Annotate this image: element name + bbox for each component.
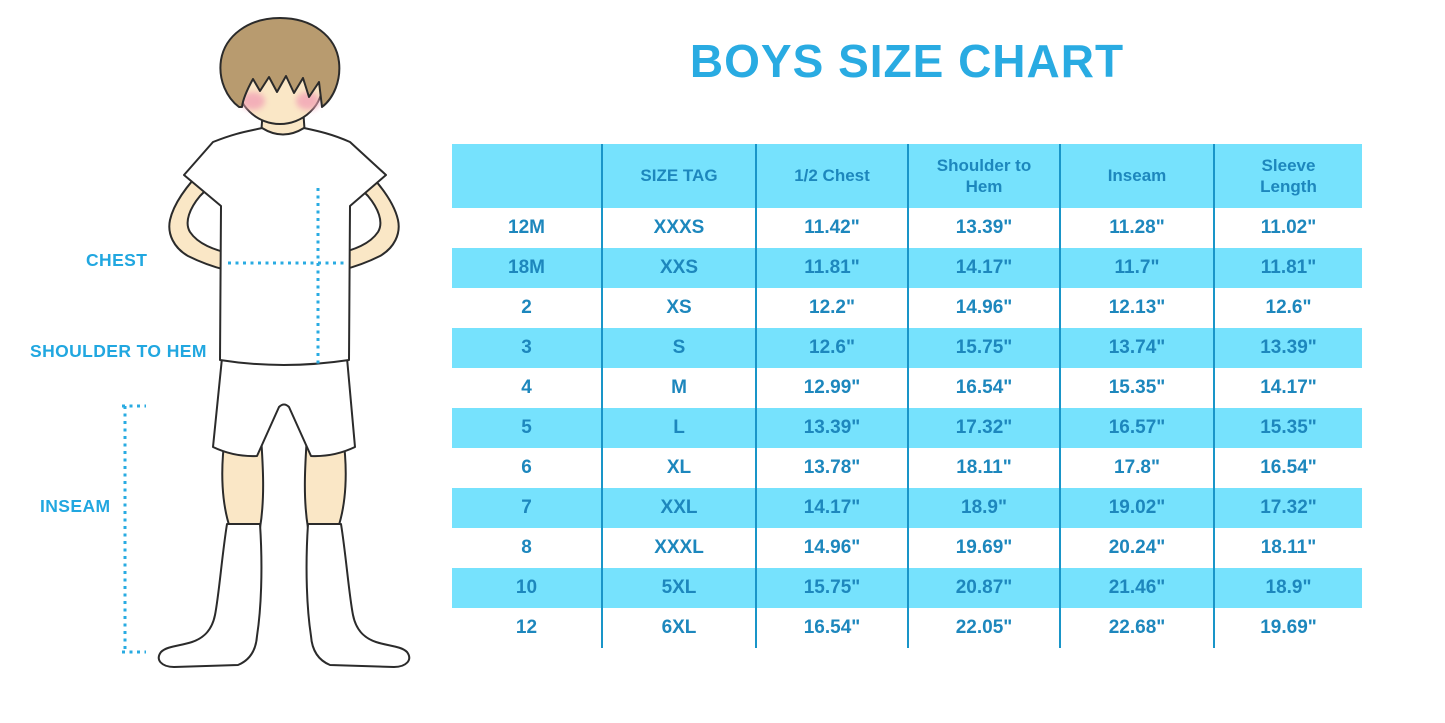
- table-cell: M: [601, 368, 756, 408]
- table-cell: 12.13": [1059, 288, 1214, 328]
- table-cell: 14.17": [907, 248, 1060, 288]
- header-cell-sleeve-length: Sleeve Length: [1213, 144, 1362, 208]
- boy-shorts: [212, 357, 356, 458]
- row-size-label: 8: [521, 537, 532, 558]
- boy-hair: [219, 17, 341, 108]
- table-cell: 12.6": [755, 328, 908, 368]
- table-row: 4 M 12.99" 16.54" 15.35" 14.17": [452, 368, 1362, 408]
- table-cell: 13.39": [755, 408, 908, 448]
- chest-label: CHEST: [86, 250, 148, 270]
- table-row: 12 6XL 16.54" 22.05" 22.68" 19.69": [452, 608, 1362, 648]
- row-size-label: 4: [521, 377, 532, 398]
- table-cell: 11.28": [1059, 208, 1214, 248]
- table-cell: 18.11": [1213, 528, 1362, 568]
- table-cell: 11.81": [755, 248, 908, 288]
- table-cell: 13.74": [1059, 328, 1214, 368]
- table-cell: 14.96": [755, 528, 908, 568]
- header-cell-size: [452, 144, 602, 208]
- table-row: 7 XXL 14.17" 18.9" 19.02" 17.32": [452, 488, 1362, 528]
- row-size-label: 2: [521, 297, 532, 318]
- header-cell-half-chest: 1/2 Chest: [755, 144, 908, 208]
- table-cell: XXL: [601, 488, 756, 528]
- table-cell: 11.42": [755, 208, 908, 248]
- page-title: BOYS SIZE CHART: [689, 35, 1125, 87]
- row-size-label: 5: [521, 417, 532, 438]
- table-cell: 5XL: [601, 568, 756, 608]
- boy-sock-right: [305, 523, 411, 668]
- boy-cheek-left: [241, 92, 265, 110]
- table-row: 6 XL 13.78" 18.11" 17.8" 16.54": [452, 448, 1362, 488]
- table-cell: XXXS: [601, 208, 756, 248]
- row-size-label: 12: [515, 617, 538, 638]
- row-size-label: 7: [521, 497, 532, 518]
- table-cell: 6XL: [601, 608, 756, 648]
- table-cell: 22.68": [1059, 608, 1214, 648]
- table-row: 12M XXXS 11.42" 13.39" 11.28" 11.02": [452, 208, 1362, 248]
- row-size-label: 6: [521, 457, 532, 478]
- table-cell: S: [601, 328, 756, 368]
- boy-tshirt: [183, 127, 387, 366]
- boy-sock-left: [157, 523, 263, 668]
- table-cell: 11.81": [1213, 248, 1362, 288]
- table-cell: 15.35": [1213, 408, 1362, 448]
- table-cell: 14.96": [907, 288, 1060, 328]
- table-cell: 21.46": [1059, 568, 1214, 608]
- table-cell: 19.69": [1213, 608, 1362, 648]
- table-cell: 12.2": [755, 288, 908, 328]
- table-cell: 19.02": [1059, 488, 1214, 528]
- table-cell: 18.11": [907, 448, 1060, 488]
- table-cell: XS: [601, 288, 756, 328]
- table-cell: 16.54": [1213, 448, 1362, 488]
- table-cell: XXS: [601, 248, 756, 288]
- header-cell-inseam: Inseam: [1059, 144, 1214, 208]
- table-header-row: SIZE TAG 1/2 Chest Shoulder to Hem Insea…: [452, 144, 1362, 208]
- row-size-label: 3: [521, 337, 532, 358]
- inseam-label: INSEAM: [40, 496, 111, 516]
- table-cell: 12.6": [1213, 288, 1362, 328]
- table-cell: 17.8": [1059, 448, 1214, 488]
- table-cell: 13.39": [907, 208, 1060, 248]
- table-cell: 18.9": [907, 488, 1060, 528]
- table-cell: 15.35": [1059, 368, 1214, 408]
- table-cell: 15.75": [907, 328, 1060, 368]
- table-cell: 20.24": [1059, 528, 1214, 568]
- table-cell: 16.54": [907, 368, 1060, 408]
- row-size-label: 12M: [508, 217, 545, 238]
- table-row: 8 XXXL 14.96" 19.69" 20.24" 18.11": [452, 528, 1362, 568]
- size-table: SIZE TAG 1/2 Chest Shoulder to Hem Insea…: [452, 144, 1362, 648]
- table-cell: 13.39": [1213, 328, 1362, 368]
- table-cell: XL: [601, 448, 756, 488]
- table-cell: L: [601, 408, 756, 448]
- table-cell: 14.17": [1213, 368, 1362, 408]
- boy-arm-left: [168, 165, 233, 271]
- table-row: 5 L 13.39" 17.32" 16.57" 15.35": [452, 408, 1362, 448]
- table-cell: 18.9": [1213, 568, 1362, 608]
- boy-cheek-right: [296, 92, 320, 110]
- table-row: 3 S 12.6" 15.75" 13.74" 13.39": [452, 328, 1362, 368]
- table-cell: 12.99": [755, 368, 908, 408]
- table-row: 2 XS 12.2" 14.96" 12.13" 12.6": [452, 288, 1362, 328]
- row-size-label: 10: [515, 577, 538, 598]
- table-row: 10 5XL 15.75" 20.87" 21.46" 18.9": [452, 568, 1362, 608]
- header-cell-size-tag: SIZE TAG: [601, 144, 756, 208]
- table-row: 18M XXS 11.81" 14.17" 11.7" 11.81": [452, 248, 1362, 288]
- table-cell: 22.05": [907, 608, 1060, 648]
- table-cell: 14.17": [755, 488, 908, 528]
- table-cell: 17.32": [907, 408, 1060, 448]
- table-cell: XXXL: [601, 528, 756, 568]
- table-cell: 15.75": [755, 568, 908, 608]
- table-cell: 11.7": [1059, 248, 1214, 288]
- table-cell: 17.32": [1213, 488, 1362, 528]
- shoulder-to-hem-label: SHOULDER TO HEM: [30, 341, 207, 361]
- table-cell: 20.87": [907, 568, 1060, 608]
- table-cell: 11.02": [1213, 208, 1362, 248]
- row-size-label: 18M: [508, 257, 545, 278]
- boy-arm-right: [335, 165, 400, 271]
- boy-illustration: [122, 17, 411, 668]
- table-cell: 19.69": [907, 528, 1060, 568]
- header-cell-shoulder-to-hem: Shoulder to Hem: [907, 144, 1060, 208]
- table-cell: 16.57": [1059, 408, 1214, 448]
- table-cell: 13.78": [755, 448, 908, 488]
- table-cell: 16.54": [755, 608, 908, 648]
